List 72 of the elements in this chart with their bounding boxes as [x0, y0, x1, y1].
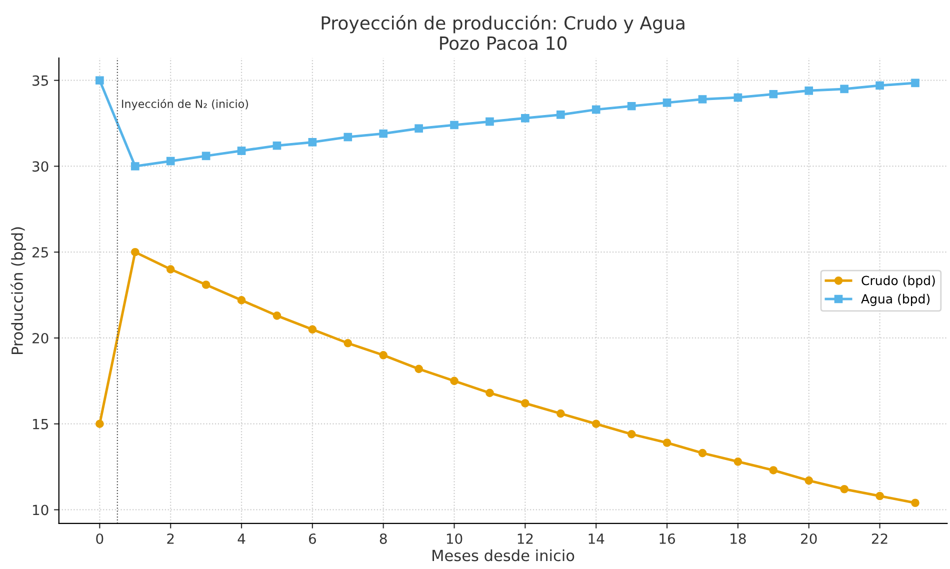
point	[734, 457, 742, 466]
point	[379, 351, 388, 360]
point	[840, 484, 848, 494]
y-tick-label: 20	[32, 332, 48, 344]
point	[272, 311, 282, 320]
y-tick-label: 35	[32, 75, 48, 86]
y-tick-label: 15	[33, 419, 48, 430]
point	[769, 466, 778, 474]
point	[769, 90, 778, 98]
point	[308, 325, 317, 334]
point	[344, 132, 352, 142]
point	[486, 388, 494, 398]
point	[308, 138, 317, 146]
point	[521, 399, 530, 408]
ref-line-label: Inyección de N₂ (inicio)	[122, 98, 248, 110]
point	[166, 156, 175, 166]
x-tick-label: 2	[167, 533, 174, 544]
point	[876, 81, 884, 90]
point	[840, 84, 848, 94]
x-tick-label: 22	[872, 533, 888, 544]
x-tick-label: 0	[96, 533, 104, 544]
x-tick-label: 8	[380, 533, 387, 544]
point	[450, 376, 458, 386]
x-tick-label: 4	[238, 534, 246, 544]
point	[202, 152, 210, 160]
point	[698, 448, 707, 458]
x-tick-label: 18	[730, 533, 746, 544]
x-tick-label: 12	[518, 533, 533, 544]
point	[344, 338, 352, 348]
point	[911, 498, 920, 508]
y-tick-label: 10	[33, 504, 48, 516]
point	[272, 141, 282, 150]
point	[414, 124, 423, 133]
point	[662, 438, 672, 447]
legend-label: Agua (bpd)	[861, 294, 930, 306]
point	[414, 364, 423, 374]
point	[734, 93, 742, 102]
point	[662, 98, 672, 107]
point	[166, 265, 175, 274]
point	[698, 95, 707, 104]
point	[96, 420, 104, 428]
point	[379, 129, 388, 138]
point	[627, 430, 636, 438]
x-tick-label: 6	[308, 533, 316, 544]
point	[450, 120, 458, 130]
point	[876, 492, 884, 500]
point	[627, 102, 636, 110]
x-tick-label: 14	[588, 534, 604, 544]
y-tick-label: 30	[32, 161, 48, 172]
x-tick-label: 20	[801, 533, 817, 544]
point	[130, 162, 140, 170]
y-tick-label: 25	[32, 247, 48, 258]
y-axis-title: Producción (bpd)	[10, 227, 26, 354]
point	[130, 248, 140, 256]
point	[804, 476, 814, 485]
point	[592, 105, 600, 114]
point	[556, 110, 565, 119]
point	[486, 117, 494, 126]
legend-label: Crudo (bpd)	[862, 276, 935, 288]
point	[592, 420, 600, 428]
point	[556, 409, 565, 418]
point	[237, 146, 246, 155]
point	[237, 296, 246, 304]
point	[804, 86, 814, 95]
x-tick-label: 10	[446, 533, 462, 544]
chart-title: Proyección de producción: Crudo y Agua Pozo Pacoa 10	[322, 15, 684, 50]
x-axis-title: Meses desde inicio	[432, 549, 574, 562]
point	[96, 76, 104, 85]
point	[911, 78, 920, 88]
x-tick-label: 16	[660, 533, 675, 544]
point	[521, 114, 530, 122]
point	[202, 280, 210, 289]
